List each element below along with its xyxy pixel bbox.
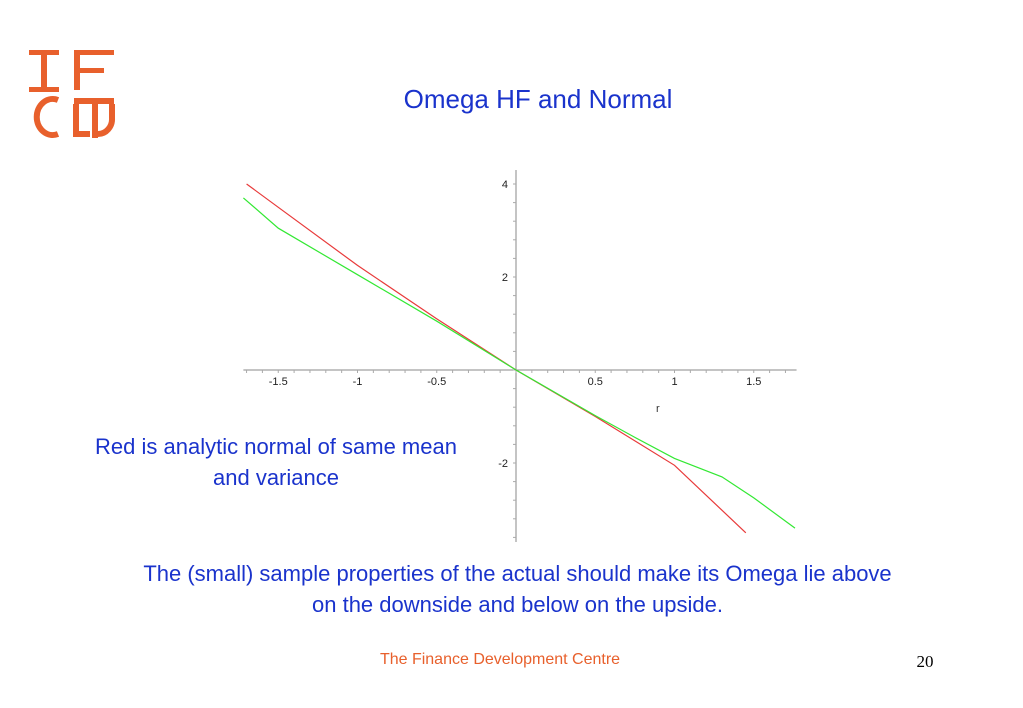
page-number: 20 xyxy=(916,652,934,671)
tfdc-logo xyxy=(29,50,115,138)
chart-series xyxy=(243,183,796,534)
y-tick-label: 4 xyxy=(502,179,508,191)
hf-omega-line xyxy=(243,197,796,529)
normal-omega-line xyxy=(246,183,747,534)
legend-note: Red is analytic normal of same mean and … xyxy=(95,434,457,490)
chart-ticks: -1.5 -1 -0.5 0.5 1 1.5 4 2 -2 xyxy=(246,179,786,538)
slide-caption: The (small) sample properties of the act… xyxy=(143,561,892,617)
slide-title: Omega HF and Normal xyxy=(403,84,673,114)
x-tick-label: -0.5 xyxy=(427,376,446,388)
y-tick-label: 2 xyxy=(502,272,508,284)
y-tick-label: -2 xyxy=(498,458,508,470)
x-tick-label: 1.5 xyxy=(746,376,761,388)
x-tick-label: -1.5 xyxy=(269,376,288,388)
x-tick-label: -1 xyxy=(353,376,363,388)
x-tick-label: 1 xyxy=(671,376,677,388)
x-tick-label: 0.5 xyxy=(588,376,603,388)
chart-axes xyxy=(243,170,797,543)
footer-text: The Finance Development Centre xyxy=(379,651,621,668)
x-axis-label: r xyxy=(656,403,660,415)
